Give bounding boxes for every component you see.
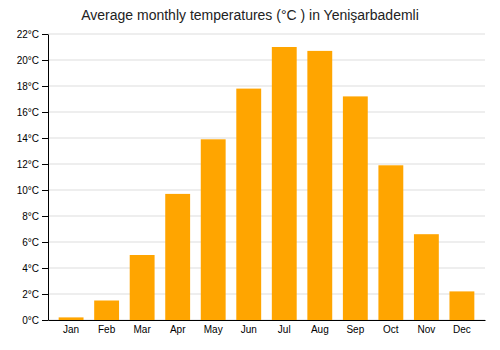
y-tick-mark [42,86,48,87]
x-axis: Jan Feb Mar Apr May Jun Jul Aug Sep Oct Nov Dec [49,321,486,336]
y-axis: 0°C 2°C 4°C 6°C 8°C 10°C 12°C 14°C 16°C 18°C 20°C 2… [17,29,49,326]
y-tick: 12°C [17,159,48,170]
x-tick-label: Jan [63,324,79,335]
bar [94,301,119,321]
y-tick: 16°C [17,107,48,118]
y-tick: 22°C [17,29,48,40]
y-tick-mark [42,268,48,269]
y-tick: 8°C [22,211,48,222]
x-tick: Aug [311,324,329,335]
x-tick-label: Jul [278,324,291,335]
y-tick-mark [42,60,48,61]
y-tick-label: 4°C [22,263,39,274]
bar [236,89,261,320]
y-tick-mark [42,320,48,321]
y-tick: 2°C [22,289,48,300]
bar [378,165,403,320]
y-tick-mark [42,138,48,139]
y-tick-label: 2°C [22,289,39,300]
y-tick-mark [42,242,48,243]
bar [449,291,474,320]
y-tick-label: 20°C [17,55,39,66]
grid-line [48,112,485,113]
x-tick: Sep [346,324,364,335]
x-tick: May [204,324,223,335]
bar [130,255,155,320]
bar [59,317,84,320]
grid-line [48,34,485,35]
x-tick: Oct [383,324,399,335]
y-tick-label: 22°C [17,29,39,40]
x-axis-line [49,320,486,321]
y-tick-label: 0°C [22,315,39,326]
grid-line [48,164,485,165]
grid [48,34,485,320]
y-tick-label: 16°C [17,107,39,118]
bars [59,47,475,320]
y-tick-mark [42,34,48,35]
x-tick-label: Sep [346,324,364,335]
x-tick-label: Aug [311,324,329,335]
y-tick-label: 10°C [17,185,39,196]
x-tick-label: Apr [170,324,186,335]
y-tick-mark [42,112,48,113]
y-tick-mark [42,164,48,165]
x-tick-label: Jun [241,324,257,335]
y-tick-label: 8°C [22,211,39,222]
y-tick: 10°C [17,185,48,196]
x-tick-label: Oct [383,324,399,335]
y-tick: 0°C [22,315,48,326]
bar [165,194,190,320]
grid-line [48,60,485,61]
x-tick-label: May [204,324,223,335]
x-tick: Jul [278,324,291,335]
y-tick-mark [42,294,48,295]
y-tick-label: 14°C [17,133,39,144]
y-tick: 6°C [22,237,48,248]
y-tick: 14°C [17,133,48,144]
title: Average monthly temperatures (°C ) in Ye… [81,7,419,23]
plot-area: Jan Feb Mar Apr May Jun Jul Aug Sep Oct Nov Dec 0°C 2… [17,29,486,335]
bar [343,96,368,320]
y-tick-mark [42,190,48,191]
y-tick: 18°C [17,81,48,92]
x-tick: Apr [170,324,186,335]
x-tick: Nov [417,324,435,335]
bar [272,47,297,320]
x-tick: Feb [98,324,116,335]
y-tick-label: 6°C [22,237,39,248]
bar [414,234,439,320]
bar [307,51,332,320]
x-tick: Jan [63,324,79,335]
grid-line [48,86,485,87]
y-tick: 20°C [17,55,48,66]
x-tick-label: Dec [453,324,471,335]
y-tick-mark [42,216,48,217]
grid-line [48,190,485,191]
x-tick-label: Feb [98,324,116,335]
y-tick-label: 12°C [17,159,39,170]
y-tick: 4°C [22,263,48,274]
x-tick-label: Nov [417,324,435,335]
x-tick: Jun [241,324,257,335]
y-tick-label: 18°C [17,81,39,92]
x-tick-label: Mar [134,324,152,335]
chart: Average monthly temperatures (°C ) in Ye… [0,0,500,350]
grid-line [48,138,485,139]
x-tick: Dec [453,324,471,335]
y-axis-line [48,35,49,321]
x-tick: Mar [134,324,152,335]
bar [201,139,226,320]
grid-line [48,216,485,217]
